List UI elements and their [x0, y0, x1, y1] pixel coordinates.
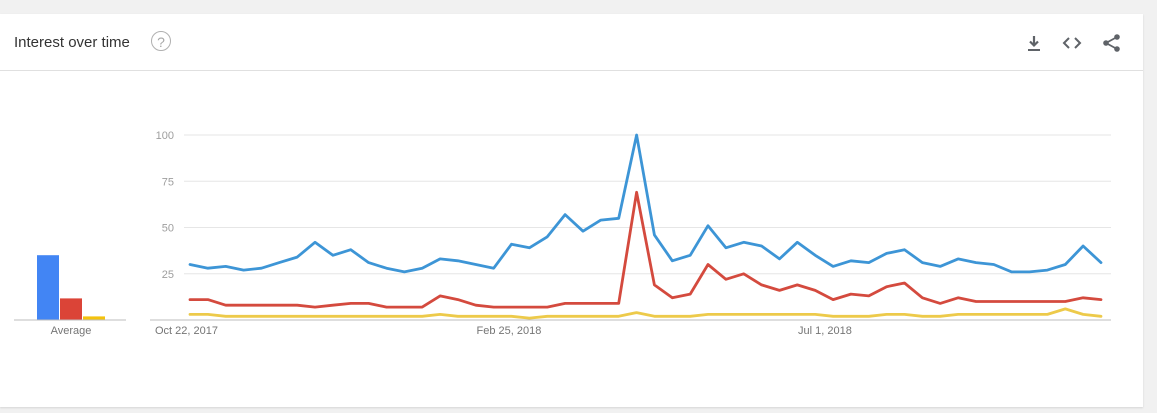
- grid-lines: [150, 134, 1111, 321]
- question-mark-circle-icon[interactable]: ?: [151, 31, 171, 51]
- interest-over-time-card: Interest over time ?: [0, 14, 1143, 407]
- average-bar: [60, 298, 82, 320]
- series-line: [188, 133, 1103, 274]
- series-line: [188, 307, 1103, 320]
- y-tick-label: 50: [162, 223, 174, 235]
- x-tick-label: Oct 22, 2017: [155, 325, 218, 337]
- y-tick-label: 25: [162, 269, 174, 281]
- x-tick-label: Jul 1, 2018: [798, 325, 852, 337]
- card-title: Interest over time: [14, 34, 130, 51]
- average-bar: [83, 316, 105, 320]
- y-axis-ticks: 25 50 75 100: [156, 130, 174, 281]
- average-label: Average: [51, 325, 92, 337]
- share-icon[interactable]: [1101, 32, 1123, 54]
- y-tick-label: 75: [162, 176, 174, 188]
- x-tick-label: Feb 25, 2018: [477, 325, 542, 337]
- y-tick-label: 100: [156, 130, 174, 142]
- x-axis-ticks: Oct 22, 2017 Feb 25, 2018 Jul 1, 2018: [155, 325, 852, 337]
- average-bar-chart: Average: [14, 255, 126, 337]
- series-lines: [188, 133, 1103, 320]
- average-bar: [37, 255, 59, 320]
- download-icon[interactable]: [1023, 32, 1045, 54]
- card-header: Interest over time ?: [0, 14, 1143, 71]
- embed-code-icon[interactable]: [1061, 32, 1083, 54]
- series-line: [188, 190, 1103, 309]
